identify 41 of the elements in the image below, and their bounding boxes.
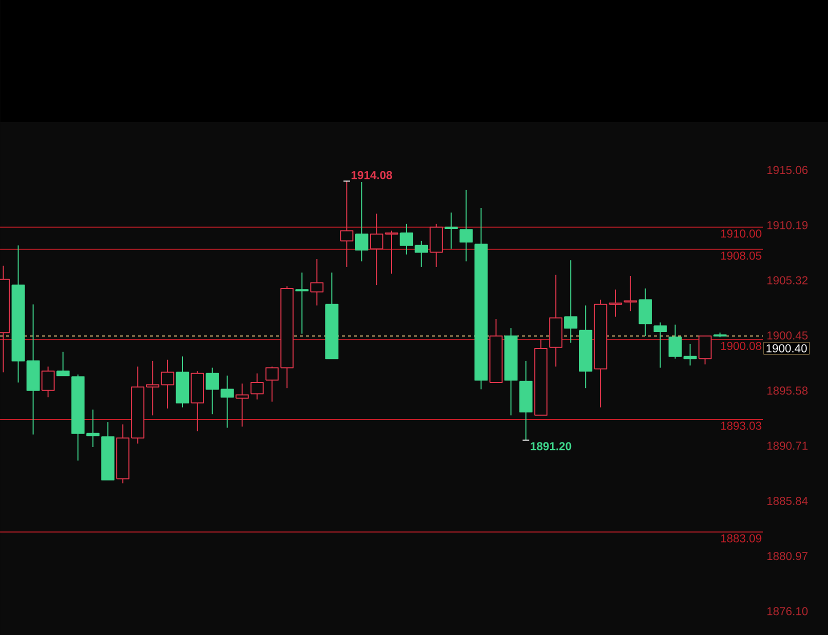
ref-line-label: 1900.40 — [766, 344, 807, 352]
ref-line-label: 1883.09 — [721, 534, 762, 542]
y-tick-label: 1900.45 — [767, 331, 808, 340]
candlestick — [668, 324, 682, 360]
ref-line-label: 1893.03 — [721, 422, 762, 430]
y-tick-label: 1876.10 — [767, 607, 808, 616]
ref-line-label: 1910.00 — [721, 230, 762, 238]
candlestick — [56, 351, 70, 376]
candlestick — [384, 230, 398, 274]
candlestick — [355, 182, 368, 262]
candlestick — [654, 322, 667, 368]
candlestick — [370, 213, 384, 286]
candlestick — [250, 372, 264, 400]
candlestick — [86, 409, 100, 448]
y-tick-label: 1910.19 — [767, 221, 808, 230]
candlestick — [295, 272, 309, 334]
y-tick-label: 1885.84 — [767, 496, 808, 505]
y-tick-label: 1880.97 — [767, 552, 808, 560]
candlestick — [41, 366, 55, 398]
candlestick — [460, 189, 473, 262]
candlestick — [444, 212, 458, 250]
annotation: 1914.08 — [352, 171, 392, 180]
ref-line-label: 1900.08 — [721, 342, 762, 350]
y-tick-label: 1905.32 — [767, 276, 808, 284]
candlestick — [564, 260, 578, 344]
candlestick — [684, 343, 697, 366]
candlestick — [265, 366, 279, 402]
annotation: 1891.20 — [530, 442, 572, 450]
candlestick — [608, 289, 622, 318]
candlestick — [146, 360, 160, 416]
candlestick — [236, 383, 249, 428]
candlestick — [340, 180, 354, 268]
y-tick-label: 1890.71 — [767, 442, 808, 450]
ref-line-label: 1908.05 — [721, 252, 762, 260]
candlestick — [698, 336, 712, 365]
y-tick-label: 1895.58 — [767, 386, 808, 395]
candlestick — [624, 276, 638, 312]
y-tick-label: 1915.06 — [767, 166, 808, 174]
candlestick — [638, 288, 652, 337]
candlestick — [310, 258, 324, 306]
candlestick — [160, 359, 174, 409]
